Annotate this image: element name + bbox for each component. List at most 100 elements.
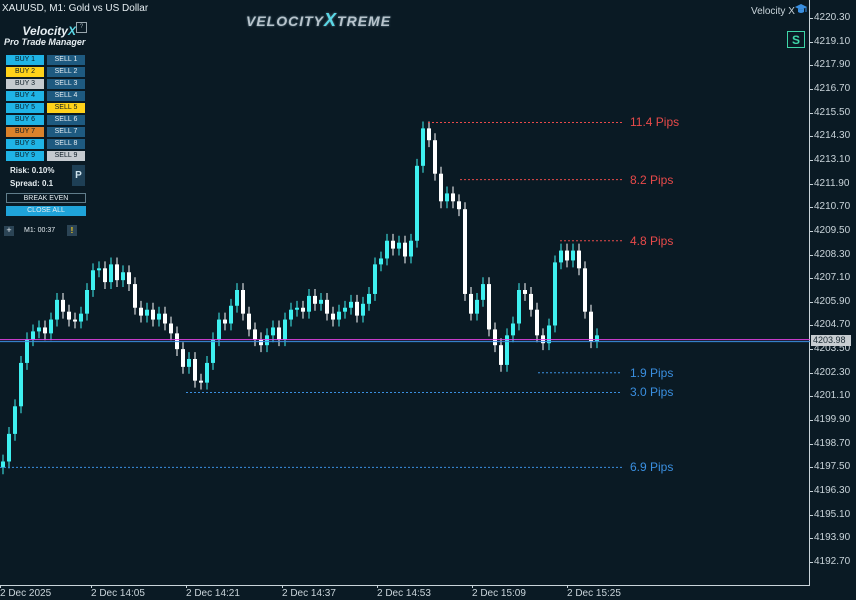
candle-body [553, 262, 557, 326]
candle-body [181, 349, 185, 367]
candle-body [187, 358, 191, 367]
candle-body [109, 264, 113, 283]
candle-body [433, 140, 437, 174]
candle-body [391, 240, 395, 249]
candle-body [121, 272, 125, 281]
chart-area[interactable] [0, 0, 810, 586]
candle-body [301, 307, 305, 312]
candle-body [157, 313, 161, 320]
candle-body [49, 319, 53, 334]
price-tick: 4204.70 [809, 319, 851, 331]
time-axis[interactable]: 2 Dec 2025 2 Dec 14:05 2 Dec 14:21 2 Dec 14… [0, 585, 810, 600]
candle-body [445, 193, 449, 202]
candle-body [97, 268, 101, 271]
candle-body [589, 311, 593, 342]
price-tick: 4203.50 [809, 343, 851, 355]
price-tick: 4195.10 [809, 508, 851, 520]
s-button[interactable]: S [787, 31, 805, 48]
candle-body [253, 329, 257, 340]
candle-body [577, 250, 581, 269]
candle-body [193, 358, 197, 381]
candle-body [259, 339, 263, 346]
price-tick: 4211.90 [809, 177, 850, 189]
candle-body [211, 339, 215, 363]
sell-button-8[interactable]: SELL 8 [47, 139, 85, 149]
candle-body [565, 250, 569, 261]
warning-button[interactable]: ! [67, 225, 77, 236]
candle-body [367, 293, 371, 304]
break-even-button[interactable]: BREAK EVEN [6, 193, 86, 203]
price-tick: 4193.90 [809, 532, 851, 544]
candle-body [151, 309, 155, 320]
candle-body [499, 345, 503, 365]
candle-body [403, 242, 407, 257]
price-axis[interactable]: 4220.30 4219.10 4217.90 4216.70 4215.50 4214.… [809, 0, 856, 586]
candle-body [415, 165, 419, 241]
p-button[interactable]: P [72, 165, 85, 186]
buy-button-3[interactable]: BUY 3 [6, 79, 44, 89]
buy-button-2[interactable]: BUY 2 [6, 67, 44, 77]
candle-body [481, 284, 485, 300]
time-tick: 2 Dec 15:09 [472, 585, 526, 599]
pip-label: 4.8 Pips [630, 233, 674, 248]
candle-body [277, 327, 281, 340]
price-tick: 4208.30 [809, 248, 851, 260]
price-tick: 4215.50 [809, 106, 851, 118]
candle-body [13, 406, 17, 434]
price-tick: 4220.30 [809, 12, 851, 23]
buy-button-6[interactable]: BUY 6 [6, 115, 44, 125]
time-tick: 2 Dec 14:05 [91, 585, 145, 599]
candle-body [319, 299, 323, 304]
candle-body [397, 242, 401, 249]
buy-button-1[interactable]: BUY 1 [6, 55, 44, 65]
buy-button-7[interactable]: BUY 7 [6, 127, 44, 137]
price-tick: 4201.10 [809, 390, 851, 402]
pip-label: 11.4 Pips [630, 115, 680, 130]
sell-button-4[interactable]: SELL 4 [47, 91, 85, 101]
sell-button-9[interactable]: SELL 9 [47, 151, 85, 161]
candle-body [283, 319, 287, 340]
candle-body [85, 290, 89, 314]
sell-button-3[interactable]: SELL 3 [47, 79, 85, 89]
price-tick: 4217.90 [809, 59, 851, 71]
candle-body [523, 290, 527, 294]
buy-button-4[interactable]: BUY 4 [6, 91, 44, 101]
buy-button-9[interactable]: BUY 9 [6, 151, 44, 161]
candle-body [25, 339, 29, 363]
sell-button-1[interactable]: SELL 1 [47, 55, 85, 65]
plus-button[interactable]: + [4, 226, 14, 236]
pip-label: 6.9 Pips [630, 460, 674, 475]
price-tick: 4210.70 [809, 201, 851, 213]
price-tick: 4198.70 [809, 437, 851, 449]
candle-body [289, 309, 293, 320]
buy-button-8[interactable]: BUY 8 [6, 139, 44, 149]
price-tick: 4202.30 [809, 366, 851, 378]
candle-body [247, 313, 251, 330]
candle-body [529, 293, 533, 310]
price-chart[interactable] [0, 0, 810, 586]
buy-button-5[interactable]: BUY 5 [6, 103, 44, 113]
candle-body [163, 313, 167, 324]
candle-body [169, 323, 173, 334]
close-all-button[interactable]: CLOSE ALL [6, 206, 86, 216]
candle-timer: M1: 00:37 [24, 227, 56, 234]
risk-label: Risk: 0.10% [10, 166, 55, 175]
candle-body [325, 299, 329, 314]
help-icon[interactable]: ? [76, 22, 87, 33]
sell-button-6[interactable]: SELL 6 [47, 115, 85, 125]
velocity-xtreme-logo: VELOCITYXTREME [246, 10, 392, 30]
candle-body [493, 329, 497, 346]
pip-label: 3.0 Pips [630, 385, 674, 400]
sell-button-2[interactable]: SELL 2 [47, 67, 85, 77]
sell-button-7[interactable]: SELL 7 [47, 127, 85, 137]
candle-body [559, 250, 563, 263]
candle-body [79, 313, 83, 322]
time-tick: 2 Dec 15:25 [567, 585, 621, 599]
graduation-cap-icon[interactable] [794, 2, 808, 16]
candle-body [67, 311, 71, 320]
candle-body [103, 268, 107, 283]
candle-body [307, 295, 311, 312]
sell-button-5[interactable]: SELL 5 [47, 103, 85, 113]
candle-body [343, 307, 347, 312]
candle-body [511, 323, 515, 336]
